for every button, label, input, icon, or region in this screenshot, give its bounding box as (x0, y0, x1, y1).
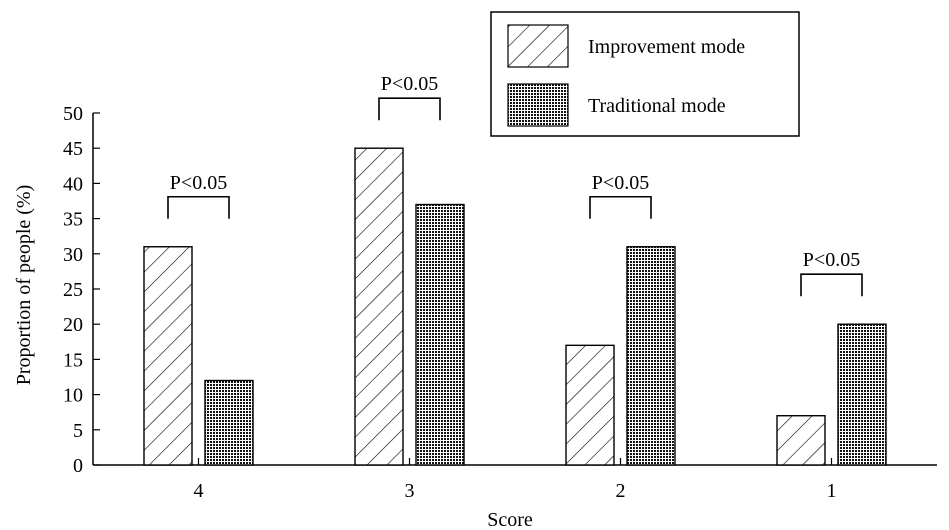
significance-bracket (800, 273, 863, 297)
y-tick-label: 50 (63, 103, 83, 125)
y-axis-label: Proportion of people (%) (13, 185, 35, 386)
bar-traditional-2 (626, 246, 676, 466)
bar-improvement-4 (143, 246, 193, 466)
significance-label: P<0.05 (592, 172, 649, 194)
bar-improvement-3 (354, 147, 404, 466)
y-tick-label: 10 (63, 385, 83, 407)
significance-label: P<0.05 (170, 172, 227, 194)
x-tick-label: 1 (827, 480, 837, 502)
bars (143, 147, 887, 466)
legend: Improvement mode Traditional mode (490, 11, 800, 137)
legend-swatch-traditional (507, 83, 569, 127)
y-tick-label: 45 (63, 138, 83, 160)
legend-label-improvement: Improvement mode (588, 36, 745, 58)
y-tick-label: 0 (73, 455, 83, 477)
significance-bracket (378, 97, 441, 121)
bar-traditional-3 (415, 203, 465, 466)
y-tick-label: 5 (73, 420, 83, 442)
x-axis-label: Score (487, 509, 533, 530)
y-tick-label: 30 (63, 244, 83, 266)
significance-bracket (167, 195, 230, 219)
bar-traditional-1 (837, 323, 887, 466)
y-tick-label: 15 (63, 349, 83, 371)
bar-traditional-4 (204, 379, 254, 466)
y-tick-label: 35 (63, 209, 83, 231)
y-tick-label: 40 (63, 173, 83, 195)
bar-improvement-1 (776, 415, 826, 466)
bar-improvement-2 (565, 344, 615, 466)
y-tick-label: 20 (63, 314, 83, 336)
significance-bracket (589, 195, 652, 219)
significance-annotations: P<0.05 P<0.05 P<0.05 P<0.05 (167, 73, 863, 297)
legend-swatch-improvement (507, 24, 569, 68)
x-tick-label: 4 (194, 480, 204, 502)
x-tick-label: 3 (405, 480, 415, 502)
significance-label: P<0.05 (803, 249, 860, 271)
significance-label: P<0.05 (381, 73, 438, 95)
y-tick-label: 25 (63, 279, 83, 301)
legend-label-traditional: Traditional mode (588, 95, 726, 117)
x-tick-label: 2 (616, 480, 626, 502)
